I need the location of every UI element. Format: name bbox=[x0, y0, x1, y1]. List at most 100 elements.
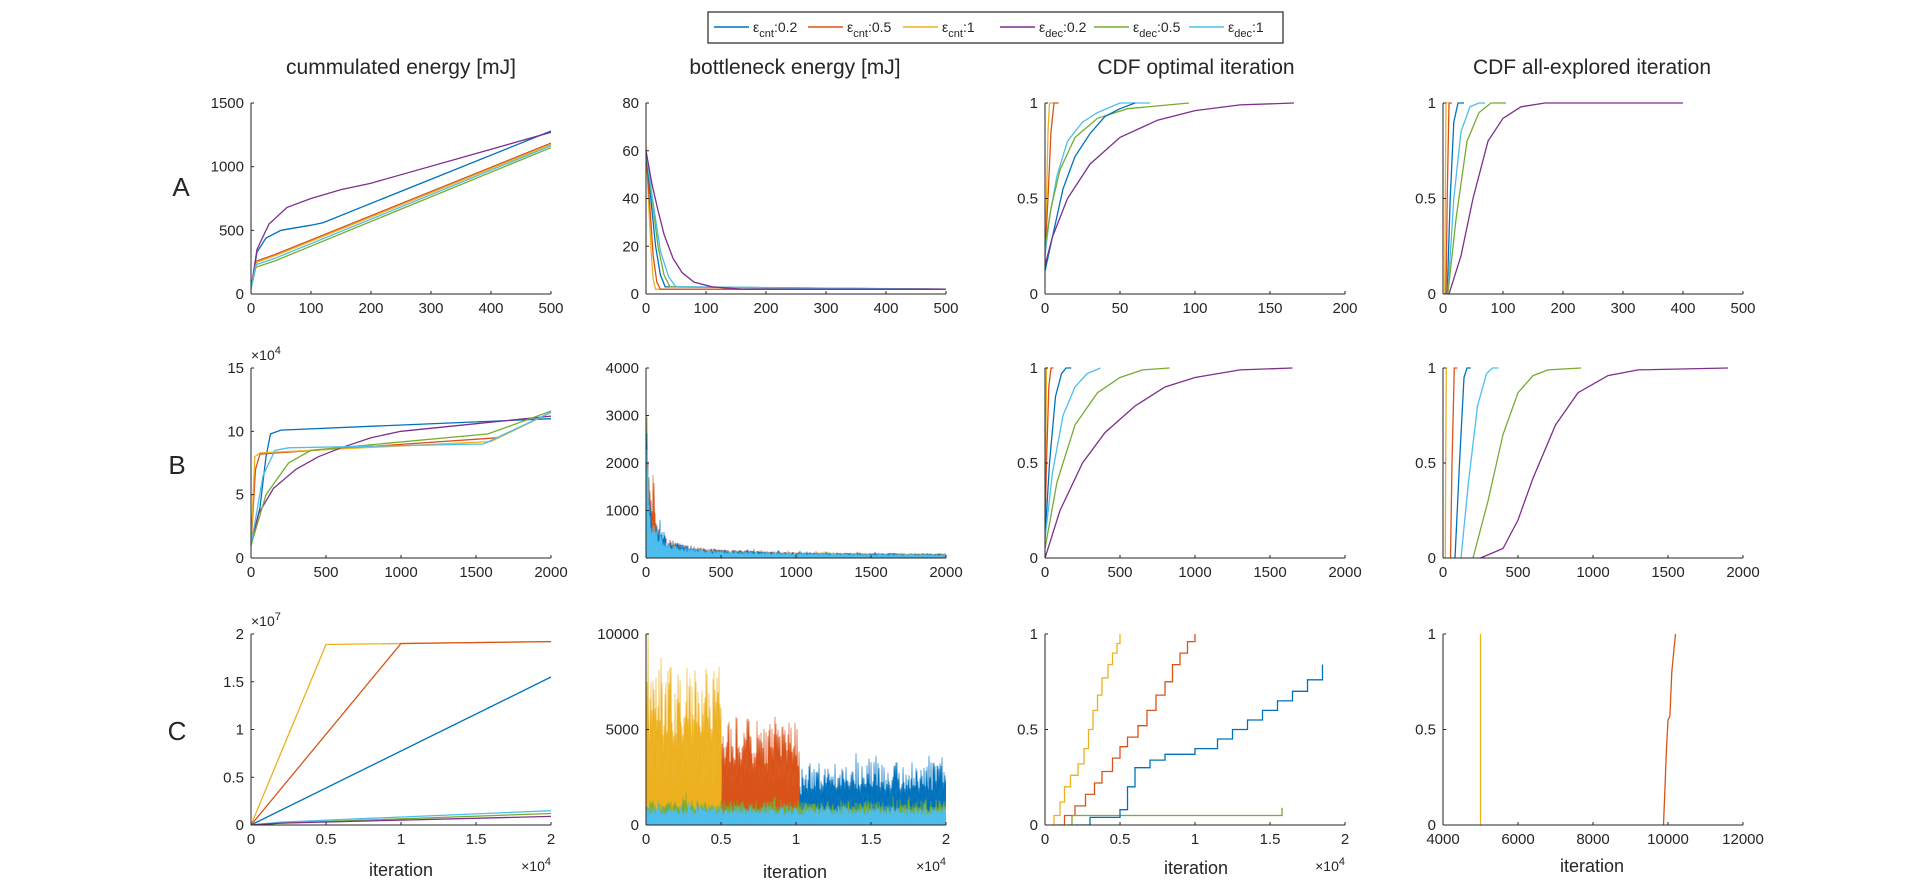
series-line bbox=[251, 130, 551, 290]
plot-area bbox=[646, 393, 946, 558]
series-line bbox=[646, 150, 946, 290]
chart-panel-b1: 0 500 1000 1500 2000 0 5 10 15 ×104 bbox=[227, 345, 567, 581]
chart-panel-a3: 0 50 100 150 200 0 0.5 1 bbox=[1017, 95, 1357, 317]
series-line bbox=[251, 640, 551, 825]
plot-area bbox=[1045, 367, 1293, 558]
x-tick-label: 1 bbox=[792, 831, 800, 848]
x-tick-label: 2000 bbox=[1328, 564, 1361, 581]
x-tick-label: 6000 bbox=[1501, 831, 1534, 848]
plot-area bbox=[1045, 102, 1295, 272]
x-tick-label: 2 bbox=[942, 831, 950, 848]
series-line bbox=[646, 150, 946, 290]
y-tick-label: 0 bbox=[236, 550, 244, 567]
x-tick-label: 400 bbox=[873, 300, 898, 317]
y-tick-label: 0.5 bbox=[1415, 191, 1436, 208]
series-line bbox=[1045, 367, 1101, 540]
series-line bbox=[1447, 102, 1485, 294]
x-tick-label: 400 bbox=[478, 300, 503, 317]
series-line bbox=[1057, 634, 1196, 825]
chart-panel-b4: 0 500 1000 1500 2000 0 0.5 1 bbox=[1415, 360, 1760, 581]
x-tick-label: 1 bbox=[1191, 831, 1199, 848]
x-tick-label: 2 bbox=[1341, 831, 1349, 848]
plot-area bbox=[1444, 367, 1729, 558]
series-line bbox=[1045, 102, 1190, 247]
series-line bbox=[251, 145, 551, 290]
series-line bbox=[1446, 102, 1464, 294]
y-tick-label: 1000 bbox=[606, 503, 639, 520]
x-tick-label: 300 bbox=[418, 300, 443, 317]
axis-exponent-label: ×107 bbox=[251, 611, 281, 629]
series-line bbox=[1448, 102, 1683, 294]
series-area bbox=[646, 393, 946, 558]
x-tick-label: 1500 bbox=[1253, 564, 1286, 581]
series-line bbox=[1045, 102, 1059, 256]
legend-entry-label: εdec:0.2 bbox=[1039, 19, 1087, 40]
x-axis-label-col1: iteration bbox=[369, 860, 433, 880]
row-label-a: A bbox=[172, 172, 190, 202]
chart-panel-c2: 0 0.5 1 1.5 2 0 5000 10000 ×104 bbox=[597, 626, 950, 874]
legend-entry-label: εdec:0.5 bbox=[1133, 19, 1181, 40]
series-line bbox=[1444, 367, 1448, 558]
series-line bbox=[1051, 634, 1121, 825]
series-area bbox=[646, 634, 722, 825]
x-tick-label: 10000 bbox=[1647, 831, 1689, 848]
y-tick-label: 0.5 bbox=[1415, 455, 1436, 472]
x-tick-label: 0 bbox=[1439, 300, 1447, 317]
y-tick-label: 0.5 bbox=[223, 769, 244, 786]
y-tick-label: 1 bbox=[1428, 626, 1436, 643]
x-tick-label: 0 bbox=[1041, 564, 1049, 581]
series-line bbox=[1045, 102, 1295, 266]
series-area bbox=[646, 429, 946, 558]
x-axis-label-col3: iteration bbox=[1164, 858, 1228, 878]
series-line bbox=[646, 150, 946, 290]
y-tick-label: 1500 bbox=[211, 95, 244, 112]
legend-entry-label: εcnt:1 bbox=[942, 19, 975, 40]
x-tick-label: 1000 bbox=[384, 564, 417, 581]
row-label-c: C bbox=[168, 716, 187, 746]
x-tick-label: 2 bbox=[547, 831, 555, 848]
x-tick-label: 1000 bbox=[1576, 564, 1609, 581]
y-tick-label: 500 bbox=[219, 222, 244, 239]
axis-exponent-label: ×104 bbox=[521, 856, 551, 874]
y-tick-label: 1000 bbox=[211, 159, 244, 176]
x-tick-label: 2000 bbox=[1726, 564, 1759, 581]
x-tick-label: 500 bbox=[1730, 300, 1755, 317]
y-tick-label: 60 bbox=[622, 143, 639, 160]
series-line bbox=[251, 640, 551, 825]
plot-area bbox=[1444, 102, 1683, 294]
series-line bbox=[251, 410, 551, 546]
y-tick-label: 1 bbox=[1030, 95, 1038, 112]
y-tick-label: 0 bbox=[631, 817, 639, 834]
plot-area bbox=[251, 410, 551, 546]
x-tick-label: 0 bbox=[247, 564, 255, 581]
plot-area bbox=[251, 640, 551, 825]
x-tick-label: 300 bbox=[813, 300, 838, 317]
series-line bbox=[251, 418, 551, 546]
x-tick-label: 0.5 bbox=[711, 831, 732, 848]
y-tick-label: 1 bbox=[1030, 626, 1038, 643]
series-line bbox=[1460, 367, 1499, 558]
x-tick-label: 1500 bbox=[1651, 564, 1684, 581]
legend: εcnt:0.2 εcnt:0.5 εcnt:1 εdec:0.2 εdec:0.5 εd… bbox=[707, 11, 1284, 44]
x-tick-label: 50 bbox=[1112, 300, 1129, 317]
series-line bbox=[251, 411, 551, 546]
y-tick-label: 1 bbox=[1030, 360, 1038, 377]
y-tick-label: 0.5 bbox=[1415, 722, 1436, 739]
x-tick-label: 500 bbox=[1107, 564, 1132, 581]
y-tick-label: 4000 bbox=[606, 360, 639, 377]
y-tick-label: 5000 bbox=[606, 722, 639, 739]
x-tick-label: 4000 bbox=[1426, 831, 1459, 848]
series-line bbox=[1045, 102, 1136, 272]
chart-panel-a1: 0 100 200 300 400 500 0 500 1000 1500 bbox=[211, 95, 564, 317]
series-line bbox=[1472, 367, 1582, 558]
x-tick-label: 1500 bbox=[459, 564, 492, 581]
y-tick-label: 20 bbox=[622, 238, 639, 255]
chart-panel-c1: 0 0.5 1 1.5 2 0 0.5 1 1.5 2 ×107 ×104 bbox=[223, 611, 555, 874]
series-line bbox=[1662, 633, 1677, 825]
y-tick-label: 0.5 bbox=[1017, 722, 1038, 739]
x-tick-label: 1000 bbox=[1178, 564, 1211, 581]
x-tick-label: 2000 bbox=[534, 564, 567, 581]
column-title-cummulated-energy: cummulated energy [mJ] bbox=[286, 56, 516, 79]
x-tick-label: 200 bbox=[1332, 300, 1357, 317]
